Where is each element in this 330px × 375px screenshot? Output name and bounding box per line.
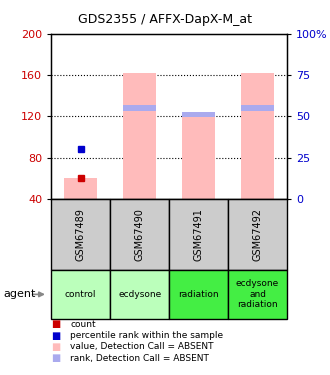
Bar xyxy=(169,270,228,319)
Bar xyxy=(123,105,156,111)
Bar xyxy=(241,105,274,111)
Text: ■: ■ xyxy=(51,331,60,340)
Bar xyxy=(182,114,215,199)
Text: ■: ■ xyxy=(51,320,60,329)
Bar xyxy=(228,199,287,270)
Text: ■: ■ xyxy=(51,342,60,352)
Text: ecdysone: ecdysone xyxy=(118,290,161,299)
Bar xyxy=(51,199,110,270)
Text: agent: agent xyxy=(3,290,36,299)
Text: rank, Detection Call = ABSENT: rank, Detection Call = ABSENT xyxy=(70,354,209,363)
Text: GSM67490: GSM67490 xyxy=(135,208,145,261)
Bar xyxy=(110,199,169,270)
Bar xyxy=(123,73,156,199)
Bar xyxy=(228,270,287,319)
Bar xyxy=(51,270,110,319)
Text: radiation: radiation xyxy=(178,290,219,299)
Text: value, Detection Call = ABSENT: value, Detection Call = ABSENT xyxy=(70,342,214,351)
Text: control: control xyxy=(65,290,96,299)
Bar xyxy=(241,73,274,199)
Text: GSM67492: GSM67492 xyxy=(252,208,263,261)
Text: GDS2355 / AFFX-DapX-M_at: GDS2355 / AFFX-DapX-M_at xyxy=(78,13,252,26)
Bar xyxy=(64,178,97,199)
Bar xyxy=(110,270,169,319)
Bar xyxy=(182,112,215,117)
Text: percentile rank within the sample: percentile rank within the sample xyxy=(70,331,223,340)
Bar xyxy=(169,199,228,270)
Text: ■: ■ xyxy=(51,353,60,363)
Text: count: count xyxy=(70,320,96,329)
Text: GSM67489: GSM67489 xyxy=(76,208,86,261)
Text: GSM67491: GSM67491 xyxy=(194,208,204,261)
Text: ecdysone
and
radiation: ecdysone and radiation xyxy=(236,279,279,309)
